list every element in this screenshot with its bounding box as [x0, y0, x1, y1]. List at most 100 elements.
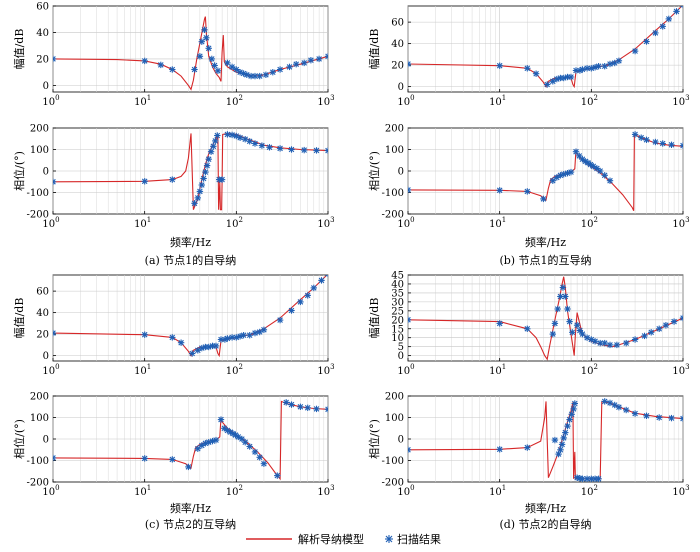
panel-c-mag-scan-marker: [240, 332, 247, 339]
panel-a-phase-scan-marker: [258, 142, 266, 149]
panel-a-phase-scan-marker: [200, 175, 207, 182]
panel-c-phase-y-tick-label: -200: [27, 478, 49, 489]
panel-c-phase-scan-marker: [260, 460, 268, 467]
panel-d-caption: (d) 节点2的自导纳: [499, 517, 591, 531]
panel-d-mag-y-tick-label: 5: [398, 342, 404, 353]
panel-d-mag-scan-marker: [656, 325, 663, 332]
panel-b-phase-scan-marker: [631, 131, 639, 138]
panel-c-mag-plot-area: [52, 274, 329, 362]
panel-d-phase-scan-marker: [551, 436, 559, 444]
panel-c-phase-scan-marker: [212, 436, 220, 444]
panel-b-mag-scan-marker: [631, 47, 639, 55]
panel-d-mag-y-tick-label: 10: [391, 333, 404, 344]
panel-d-phase-y-tick-label: 0: [398, 435, 404, 446]
panel-a-mag-scan-marker: [269, 68, 276, 76]
panel-a-phase-scan-marker: [207, 148, 215, 155]
panel-c-mag-y-axis-label: 幅值/dB: [13, 298, 26, 339]
panel-d-mag-scan-marker: [631, 336, 639, 343]
panel-b-x-axis-label: 频率/Hz: [525, 235, 566, 249]
panel-d-phase-scan-marker: [496, 446, 503, 453]
panel-c-phase-scan-marker: [246, 443, 253, 450]
panel-a-mag-scan-marker: [53, 55, 57, 63]
panel-b-phase-x-tick-label: 103: [672, 216, 689, 230]
panel-d-mag-scan-marker: [564, 305, 571, 313]
panel-a-mag-scan-marker: [256, 72, 263, 80]
panel-c-mag-scan-marker: [310, 284, 317, 292]
panel-b-phase-scan-marker: [567, 168, 575, 176]
panel-d-phase-y-tick-label: 200: [385, 392, 404, 403]
panel-c-mag-scan-marker: [256, 328, 263, 336]
panel-a-phase-scan-marker: [205, 155, 212, 163]
panel-c-phase-y-tick-label: 0: [43, 435, 49, 446]
panel-d-phase-scan-marker: [568, 411, 575, 418]
panel-c-phase-scan-marker: [251, 448, 259, 456]
panel-a-mag-y-tick-label: 60: [36, 2, 49, 13]
panel-b-caption: (b) 节点1的互导纳: [499, 253, 591, 267]
panel-b: 100 101 102 103 0 20 40 60 幅值/dB 100 101 102 103 -200…: [367, 5, 690, 267]
panel-c-x-axis-label: 频率/Hz: [170, 501, 211, 515]
panel-c-phase-scan-marker: [304, 404, 311, 411]
panel-a-phase-scan-marker: [276, 145, 284, 152]
panel-a-mag-scan-marker: [141, 57, 148, 65]
panel-b-mag-scan-marker: [524, 65, 531, 72]
panel-a-phase-scan-marker: [169, 176, 176, 183]
panel-c-phase-scan-marker: [288, 401, 295, 408]
panel-d-mag-y-tick-label: 40: [391, 279, 404, 290]
panel-d-mag-y-tick-label: 25: [391, 306, 404, 317]
panel-b-mag-y-tick-label: 60: [391, 18, 404, 29]
panel-a-mag-scan-marker: [262, 71, 270, 79]
panel-b-phase-x-tick-label: 102: [581, 216, 598, 230]
panel-d-phase-scan-marker: [571, 400, 578, 407]
panel-a-mag-scan-marker: [307, 57, 315, 64]
panel-d-phase-scan-marker: [631, 410, 639, 417]
panel-d-mag-scan-marker: [496, 320, 503, 327]
panel-d-x-axis-label: 频率/Hz: [525, 501, 566, 515]
panel-d-phase-x-tick-label: 102: [581, 484, 598, 498]
panel-a-phase-scan-marker: [202, 168, 209, 176]
panel-b-phase-y-tick-label: -100: [382, 188, 404, 199]
panel-c: 100 101 102 103 0 20 40 60 幅值/dB 100 101 102 103 -200…: [12, 274, 335, 531]
panel-b-phase-y-tick-label: -200: [382, 210, 404, 221]
panel-a-phase-scan-marker: [196, 188, 204, 195]
legend-marker-label: 扫描结果: [397, 532, 441, 546]
panel-a-phase-scan-marker: [218, 176, 226, 183]
panel-d-mag-y-tick-label: 0: [398, 351, 404, 362]
panel-d-phase-scan-marker: [524, 444, 531, 451]
panel-a-phase-x-tick-label: 102: [226, 216, 243, 230]
panel-b-phase-y-axis-label: 相位/(°): [367, 151, 381, 191]
panel-a-mag-scan-marker: [214, 67, 222, 75]
panel-c-phase-scan-marker: [53, 454, 57, 462]
panel-d-phase-scan-marker: [566, 416, 573, 423]
panel-a-phase-scan-marker: [53, 178, 57, 186]
panel-a-mag-scan-marker: [211, 62, 218, 69]
panel-c-phase-y-tick-label: 200: [30, 392, 49, 403]
panel-d-mag-scan-marker: [591, 338, 599, 345]
panel-b-mag-scan-marker: [606, 60, 614, 68]
panel-d-mag-scan-marker: [559, 284, 567, 291]
panel-c-phase-scan-marker: [313, 405, 320, 413]
panel-d-mag-scan-marker: [551, 320, 559, 327]
panel-c-phase-scan-marker: [217, 416, 225, 423]
panel-d-phase-x-tick-label: 101: [489, 484, 506, 498]
panel-b-mag-y-tick-label: 0: [398, 82, 404, 93]
panel-a-phase-y-tick-label: 200: [30, 124, 49, 135]
panel-d-phase-scan-marker: [623, 406, 630, 414]
panel-d-mag-scan-marker: [549, 330, 556, 338]
panel-c-phase-x-tick-label: 103: [317, 484, 334, 498]
panel-a-phase-scan-marker: [141, 178, 148, 185]
panel-c-mag-scan-marker: [169, 334, 176, 341]
panel-d-mag-scan-marker: [579, 330, 586, 338]
panel-c-mag-scan-marker: [276, 316, 284, 324]
panel-c-phase-scan-marker: [141, 455, 148, 462]
panel-b-mag-x-tick-label: 101: [489, 94, 506, 108]
panel-c-phase-scan-marker: [169, 456, 176, 463]
panel-d-mag-scan-marker: [562, 293, 569, 300]
panel-c-mag-scan-marker: [141, 331, 148, 338]
panel-d-phase-scan-marker: [558, 441, 566, 448]
panel-a-mag-scan-marker: [286, 63, 293, 71]
panel-a-mag-scan-marker: [201, 26, 208, 33]
panel-a-caption: (a) 节点1的自导纳: [145, 253, 237, 267]
legend-marker-swatch: [385, 535, 393, 543]
panel-b-phase-scan-marker: [668, 141, 675, 149]
panel-b-mag-x-tick-label: 100: [397, 94, 414, 108]
